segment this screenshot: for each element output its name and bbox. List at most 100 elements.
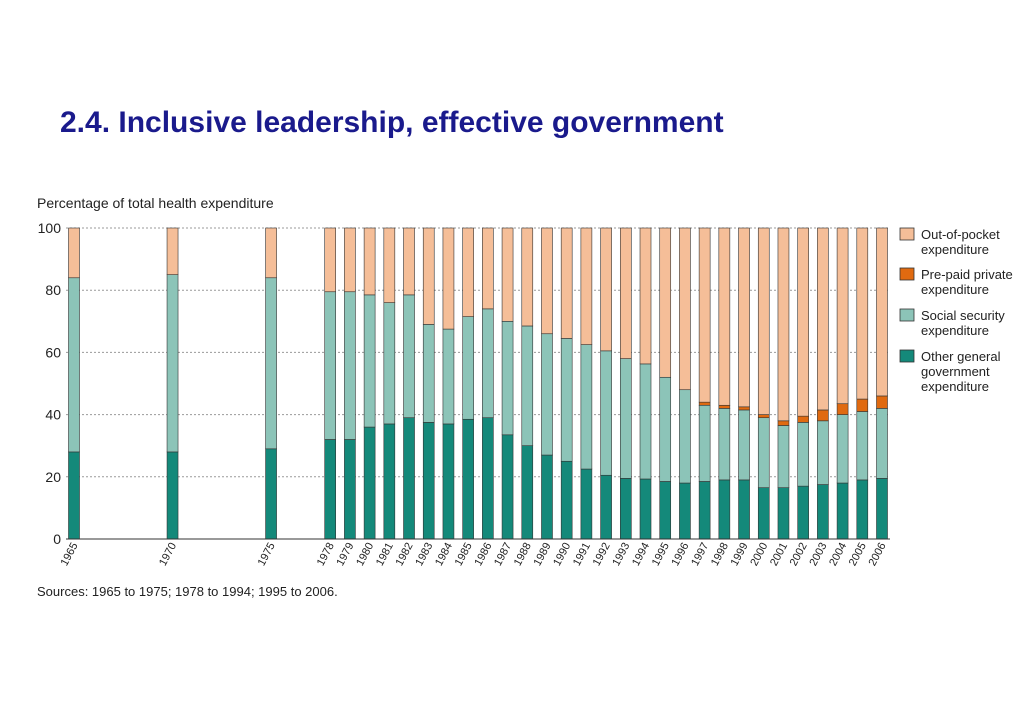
x-tick-label-1982: 1982 xyxy=(394,541,416,568)
x-tick-label-1998: 1998 xyxy=(709,541,731,568)
bar-segment-1987-series-0 xyxy=(501,434,514,540)
bar-segment-1993-series-3 xyxy=(619,227,632,359)
x-tick-label-2003: 2003 xyxy=(807,541,829,568)
x-tick-label-1986: 1986 xyxy=(472,541,494,568)
bar-segment-1984-series-1 xyxy=(442,328,455,425)
bar-stack-1970 xyxy=(166,227,179,540)
x-tick-label-1978: 1978 xyxy=(315,541,337,568)
bar-segment-1983-series-0 xyxy=(422,422,435,540)
bar-segment-1970-series-3 xyxy=(166,227,179,275)
bar-segment-1970-series-0 xyxy=(166,451,179,540)
legend-label-0-line-1: expenditure xyxy=(921,242,989,257)
x-tick-label-1999: 1999 xyxy=(729,541,751,568)
bar-segment-2001-series-0 xyxy=(777,487,790,540)
bar-segment-1970-series-1 xyxy=(166,274,179,453)
bar-stack-2006 xyxy=(876,227,888,540)
y-axis-label: Percentage of total health expenditure xyxy=(37,195,274,211)
bar-segment-1987-series-1 xyxy=(501,320,514,436)
bar-segment-1979-series-3 xyxy=(344,227,356,293)
bar-segment-2002-series-3 xyxy=(797,227,809,417)
bar-segment-1978-series-0 xyxy=(324,439,337,540)
x-tick-label-2000: 2000 xyxy=(748,541,770,568)
bar-segment-2004-series-3 xyxy=(836,227,849,405)
x-tick-label-1965: 1965 xyxy=(59,541,81,568)
bar-segment-2002-series-1 xyxy=(797,422,809,487)
bar-stack-1990 xyxy=(560,227,573,540)
bar-segment-1990-series-0 xyxy=(560,460,573,540)
bar-segment-2003-series-2 xyxy=(817,409,829,422)
bar-segment-1975-series-3 xyxy=(265,227,277,279)
bar-segment-1992-series-1 xyxy=(600,350,612,476)
bar-segment-1998-series-2 xyxy=(718,404,731,409)
bar-segment-1995-series-1 xyxy=(659,376,672,482)
y-tick-label-20: 20 xyxy=(45,469,61,485)
bar-stack-1965 xyxy=(68,227,80,540)
bar-segment-1981-series-3 xyxy=(383,227,396,303)
bar-segment-1999-series-0 xyxy=(738,479,750,540)
legend-swatch-3 xyxy=(899,349,915,363)
bar-stack-1982 xyxy=(403,227,415,540)
x-tick-label-1983: 1983 xyxy=(413,541,435,568)
bar-segment-1995-series-3 xyxy=(659,227,672,378)
x-tick-label-2006: 2006 xyxy=(867,541,889,568)
legend-label-3-line-2: expenditure xyxy=(921,379,989,394)
bar-stack-1987 xyxy=(501,227,514,540)
bar-segment-1990-series-1 xyxy=(560,338,573,462)
legend-label-2-line-1: expenditure xyxy=(921,323,989,338)
bar-segment-1999-series-3 xyxy=(738,227,750,408)
bar-segment-2001-series-1 xyxy=(777,425,790,488)
bar-segment-1999-series-2 xyxy=(738,406,750,411)
x-axis-ticks: 1965 1970 1975 1978197919801981198219831984… xyxy=(59,541,889,568)
x-tick-label-1996: 1996 xyxy=(669,541,691,568)
x-tick-label-1985: 1985 xyxy=(453,541,475,568)
bar-segment-1985-series-3 xyxy=(462,227,474,317)
bar-segment-2005-series-1 xyxy=(856,411,869,481)
x-tick-label-1992: 1992 xyxy=(591,541,613,568)
slide-title: 2.4. Inclusive leadership, effective gov… xyxy=(60,106,724,139)
legend-label-3-line-1: government xyxy=(921,364,990,379)
legend-label-1-line-1: expenditure xyxy=(921,282,989,297)
legend-label-1-line-0: Pre-paid private xyxy=(921,267,1013,282)
bar-segment-1988-series-0 xyxy=(521,445,534,540)
bar-stack-2002 xyxy=(797,227,809,540)
legend-label-3-line-0: Other general xyxy=(921,349,1001,364)
bar-segment-1989-series-0 xyxy=(541,454,553,540)
x-tick-label-1994: 1994 xyxy=(630,541,652,568)
bar-segment-1980-series-3 xyxy=(363,227,376,296)
bar-segment-1998-series-0 xyxy=(718,479,731,540)
bar-segment-1994-series-0 xyxy=(639,478,652,540)
bar-stack-2004 xyxy=(836,227,849,540)
bar-segment-1975-series-0 xyxy=(265,448,277,540)
gridlines xyxy=(66,227,890,478)
bar-stack-1991 xyxy=(580,227,593,540)
y-tick-label-80: 80 xyxy=(45,282,61,298)
bar-segment-1965-series-1 xyxy=(68,277,80,453)
bar-stack-1988 xyxy=(521,227,534,540)
bar-segment-1980-series-0 xyxy=(363,426,376,540)
x-tick-label-1995: 1995 xyxy=(650,541,672,568)
bar-segment-1982-series-0 xyxy=(403,417,415,540)
bar-segment-1984-series-3 xyxy=(442,227,455,330)
bar-segment-2000-series-2 xyxy=(757,414,770,419)
bar-segment-1991-series-3 xyxy=(580,227,593,345)
bar-segment-1998-series-3 xyxy=(718,227,731,406)
y-tick-label-100: 100 xyxy=(38,220,62,236)
bar-stack-1981 xyxy=(383,227,396,540)
bar-segment-2000-series-0 xyxy=(757,487,770,540)
bar-segment-1986-series-3 xyxy=(482,227,494,310)
bar-segment-2000-series-3 xyxy=(757,227,770,415)
bar-segment-1998-series-1 xyxy=(718,408,731,481)
legend-swatch-1 xyxy=(899,267,915,281)
bar-stack-2003 xyxy=(817,227,829,540)
x-tick-label-2001: 2001 xyxy=(768,541,790,568)
bar-segment-1965-series-3 xyxy=(68,227,80,279)
bar-segment-1989-series-1 xyxy=(541,333,553,456)
bar-segment-2005-series-2 xyxy=(856,398,869,412)
bar-stack-1983 xyxy=(422,227,435,540)
bar-segment-2006-series-0 xyxy=(876,478,888,540)
bar-stack-1997 xyxy=(698,227,711,540)
bar-segment-1983-series-3 xyxy=(422,227,435,325)
legend-label-0-line-0: Out-of-pocket xyxy=(921,227,1000,242)
